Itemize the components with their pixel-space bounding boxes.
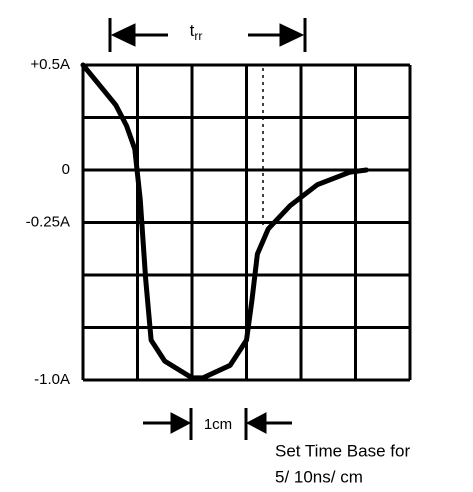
note: Set Time Base for: [275, 441, 410, 460]
cm-arrows: [143, 408, 292, 440]
y-tick-label: 0: [62, 161, 70, 178]
waveform: [80, 62, 369, 381]
trr-t: t: [190, 21, 195, 40]
cm-label: 1cm: [204, 416, 232, 433]
trr-sub: rr: [194, 29, 202, 43]
y-tick-label: +0.5A: [30, 56, 70, 73]
trr-label: trr: [190, 21, 203, 43]
y-tick-label: -1.0A: [34, 371, 70, 388]
y-tick-label: -0.25A: [26, 213, 70, 230]
note: 5/ 10ns/ cm: [275, 467, 363, 486]
trr-arrows: [108, 18, 307, 52]
